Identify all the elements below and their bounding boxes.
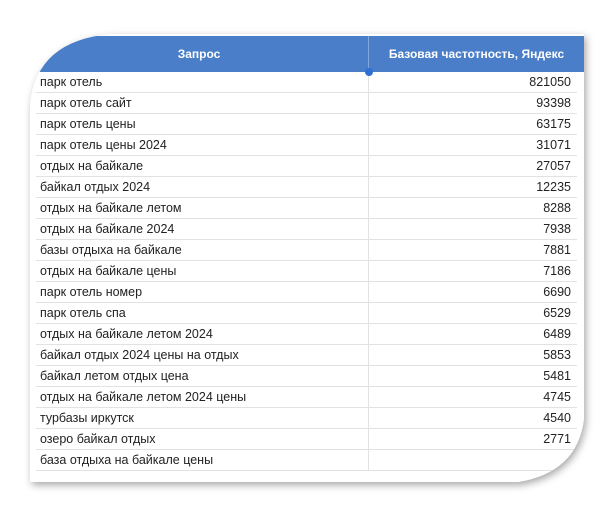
query-cell[interactable]: отдых на байкале цены xyxy=(36,261,369,282)
selection-handle xyxy=(365,68,373,76)
query-cell[interactable]: байкал отдых 2024 xyxy=(36,177,369,198)
query-cell[interactable]: байкал летом отдых цена xyxy=(36,366,369,387)
query-cell[interactable]: парк отель номер xyxy=(36,282,369,303)
query-cell[interactable]: парк отель цены xyxy=(36,114,369,135)
frequency-cell[interactable] xyxy=(369,450,577,471)
frequency-cell[interactable]: 8288 xyxy=(369,198,577,219)
query-cell[interactable]: базы отдыха на байкале xyxy=(36,240,369,261)
query-cell[interactable]: отдых на байкале летом 2024 xyxy=(36,324,369,345)
query-cell[interactable]: отдых на байкале летом xyxy=(36,198,369,219)
frequency-cell[interactable]: 31071 xyxy=(369,135,577,156)
frequency-cell[interactable]: 5853 xyxy=(369,345,577,366)
frequency-cell[interactable]: 6690 xyxy=(369,282,577,303)
query-cell[interactable]: отдых на байкале xyxy=(36,156,369,177)
query-cell[interactable]: база отдыха на байкале цены xyxy=(36,450,369,471)
frequency-cell[interactable]: 4540 xyxy=(369,408,577,429)
query-cell[interactable]: байкал отдых 2024 цены на отдых xyxy=(36,345,369,366)
frequency-cell[interactable]: 7938 xyxy=(369,219,577,240)
frequency-cell[interactable]: 2771 xyxy=(369,429,577,450)
frequency-cell[interactable]: 12235 xyxy=(369,177,577,198)
query-cell[interactable]: турбазы иркутск xyxy=(36,408,369,429)
query-cell[interactable]: парк отель xyxy=(36,72,369,93)
query-cell[interactable]: отдых на байкале летом 2024 цены xyxy=(36,387,369,408)
frequency-cell[interactable]: 6489 xyxy=(369,324,577,345)
query-cell[interactable]: парк отель цены 2024 xyxy=(36,135,369,156)
frequency-cell[interactable]: 27057 xyxy=(369,156,577,177)
frequency-cell[interactable]: 6529 xyxy=(369,303,577,324)
frequency-cell[interactable]: 7881 xyxy=(369,240,577,261)
header-cell: Запрос xyxy=(30,36,369,72)
frequency-cell[interactable]: 821050 xyxy=(369,72,577,93)
query-cell[interactable]: отдых на байкале 2024 xyxy=(36,219,369,240)
frequency-cell[interactable]: 93398 xyxy=(369,93,577,114)
query-cell[interactable]: парк отель сайт xyxy=(36,93,369,114)
header-cell: Базовая частотность, Яндекс xyxy=(369,36,584,72)
frequency-cell[interactable]: 63175 xyxy=(369,114,577,135)
frequency-cell[interactable]: 5481 xyxy=(369,366,577,387)
frequency-cell[interactable]: 4745 xyxy=(369,387,577,408)
query-cell[interactable]: озеро байкал отдых xyxy=(36,429,369,450)
query-cell[interactable]: парк отель спа xyxy=(36,303,369,324)
frequency-cell[interactable]: 7186 xyxy=(369,261,577,282)
